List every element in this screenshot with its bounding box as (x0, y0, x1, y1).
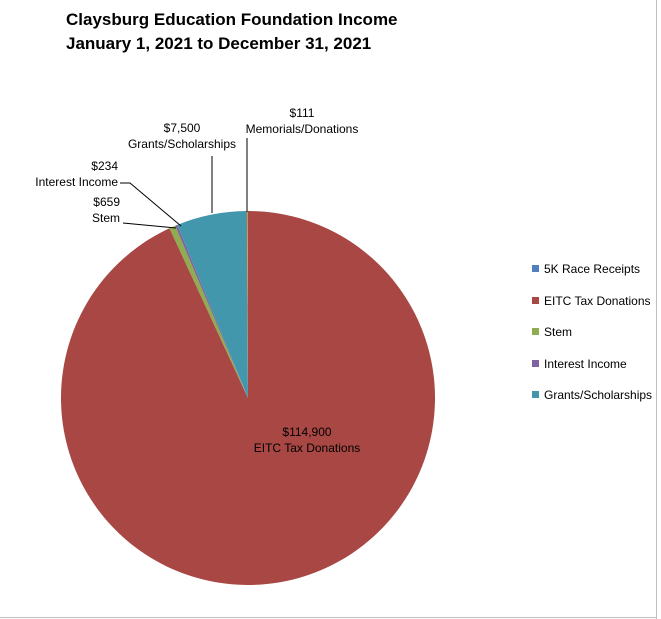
legend-label-grants-scholarships: Grants/Scholarships (544, 388, 653, 402)
legend-swatch-eitc-tax-donations (532, 296, 539, 304)
legend-swatch-interest-income (532, 359, 539, 367)
leader-lines (120, 138, 248, 229)
chart-title: Claysburg Education Foundation Income (66, 10, 398, 29)
legend-swatch-stem (532, 328, 539, 335)
leader-line-stem (122, 222, 177, 229)
legend-label-eitc-tax-donations: EITC Tax Donations (544, 293, 651, 308)
pie-slice-interest-income (175, 224, 248, 398)
legend-label-interest-income: Interest Income (544, 356, 627, 371)
slice-value-label-memorials-donations: $111 (290, 106, 315, 120)
slice-category-label-interest-income: Interest Income (35, 175, 118, 189)
slice-labels: $114,900 EITC Tax Donations $659 Stem $234 In… (35, 106, 360, 455)
chart-border-bottom (0, 617, 657, 618)
legend-label-stem: Stem (544, 325, 573, 339)
slice-category-label-grants-scholarships: Grants/Scholarships (128, 137, 236, 151)
pie-slices (61, 211, 436, 585)
pie-slice-memorials-donations (246, 211, 248, 398)
slice-value-label-eitc-tax-donations: $114,900 (282, 425, 331, 439)
legend-item-stem: Stem (532, 324, 652, 340)
slice-value-label-grants-scholarships: $7,500 (164, 121, 201, 135)
leader-line-interest-income (120, 182, 182, 227)
slice-value-label-stem: $659 (93, 195, 120, 209)
pie-slice-stem (169, 225, 248, 398)
legend-label-5k-race-receipts: 5K Race Receipts (544, 262, 641, 276)
chart-title-block: Claysburg Education Foundation Income Ja… (66, 8, 398, 56)
chart-border-right (656, 0, 657, 619)
chart-legend: 5K Race Receipts EITC Tax Donations Stem In… (532, 261, 652, 419)
slice-category-label-memorials-donations: Memorials/Donations (246, 122, 359, 136)
slice-category-label-eitc-tax-donations: EITC Tax Donations (254, 441, 361, 455)
pie-slice-grants-scholarships (177, 211, 248, 398)
legend-item-interest-income: Interest Income (532, 356, 652, 372)
slice-value-label-interest-income: $234 (91, 159, 118, 173)
slice-category-label-stem: Stem (92, 211, 120, 225)
legend-item-5k-race-receipts: 5K Race Receipts (532, 261, 652, 277)
legend-item-grants-scholarships: Grants/Scholarships (532, 387, 652, 403)
legend-swatch-5k-race-receipts (532, 265, 539, 272)
legend-swatch-grants-scholarships (532, 391, 539, 398)
legend-item-eitc-tax-donations: EITC Tax Donations (532, 293, 652, 309)
pie-slice-eitc-tax-donations (61, 211, 436, 585)
chart-subtitle: January 1, 2021 to December 31, 2021 (66, 34, 372, 53)
